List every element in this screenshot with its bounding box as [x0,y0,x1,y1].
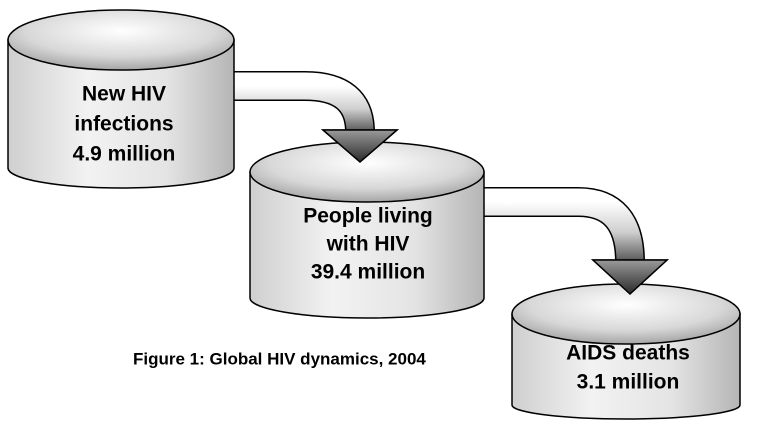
node-label: New HIV [82,83,166,106]
node-label: 4.9 million [73,143,176,166]
diagram: New HIV infections 4.9 million People li… [0,0,763,421]
cylinder [250,142,484,318]
node-label: with HIV [326,233,410,256]
caption: Figure 1: Global HIV dynamics, 2004 [133,349,426,368]
node-label: infections [74,113,173,136]
node-label: AIDS deaths [566,342,690,365]
node-label: 39.4 million [311,261,425,284]
node-label: People living [303,205,433,228]
node-label: 3.1 million [577,371,680,394]
